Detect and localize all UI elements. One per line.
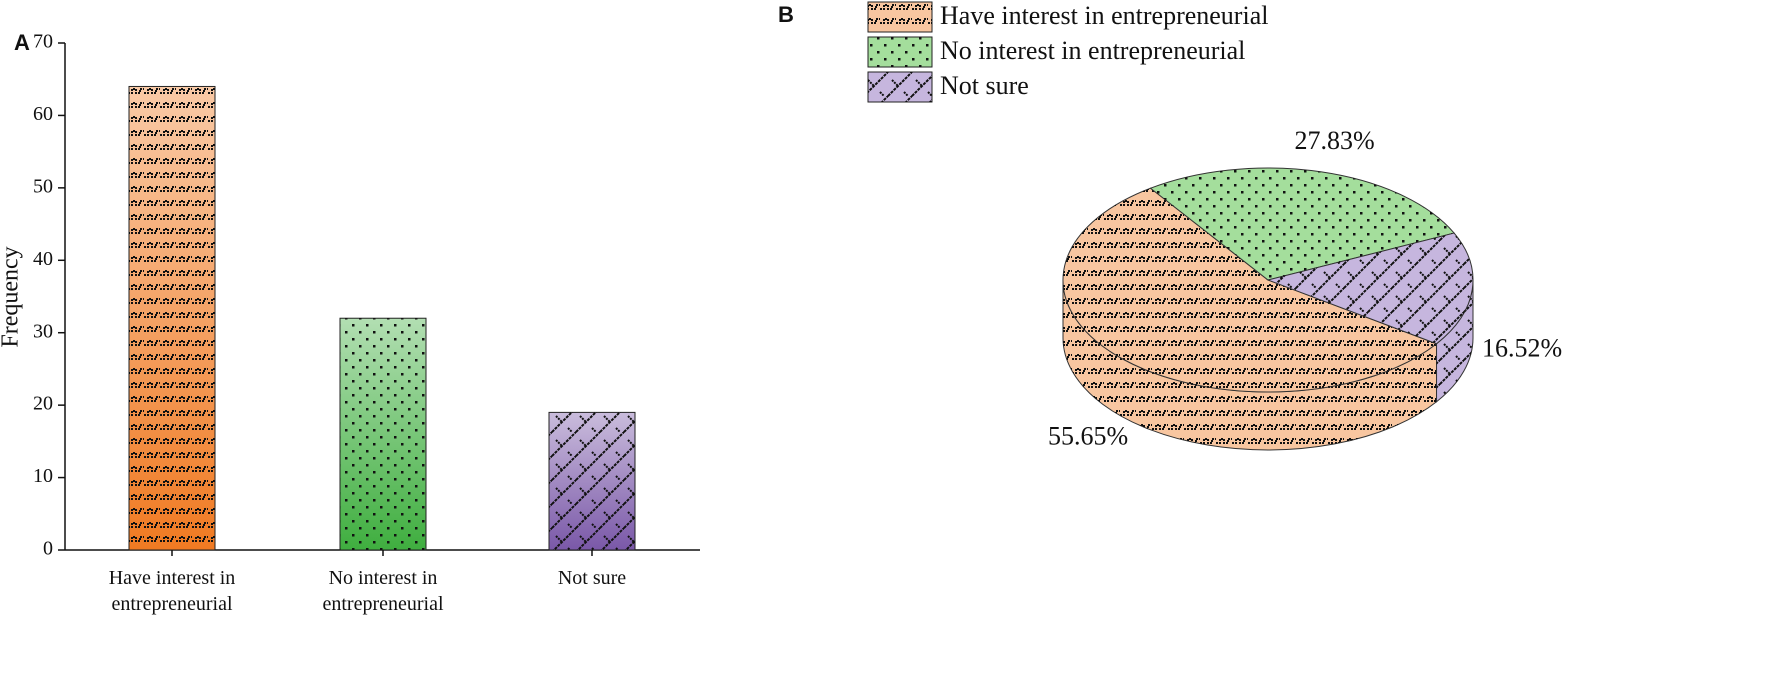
- pie-slice-pattern: [1268, 233, 1473, 344]
- y-tick-label: 30: [33, 320, 53, 342]
- pie-value-label: 27.83%: [1294, 126, 1374, 155]
- panel-label: A: [14, 30, 30, 55]
- pie-slice-pattern: [1063, 188, 1437, 392]
- legend-label: Have interest in entrepreneurial: [940, 1, 1268, 30]
- y-tick-label: 70: [33, 31, 53, 53]
- pie-value-label: 55.65%: [1048, 422, 1128, 451]
- bar-pattern: [129, 86, 215, 550]
- legend-swatch-pattern: [868, 37, 932, 67]
- x-tick-label: Not sure: [557, 567, 627, 589]
- pie-side-pattern: [1063, 280, 1437, 451]
- pie-value-label: 16.52%: [1482, 333, 1562, 362]
- legend-swatch-pattern: [868, 72, 932, 102]
- legend-label: Not sure: [940, 71, 1029, 100]
- x-tick-label: Have interest in entrepreneurial: [108, 567, 236, 615]
- y-tick-label: 0: [43, 538, 53, 560]
- y-tick-label: 20: [33, 393, 53, 415]
- legend-swatch-pattern: [868, 2, 932, 32]
- y-axis-title: Frequency: [0, 246, 24, 347]
- bar-pattern: [549, 412, 635, 550]
- panel-label: B: [778, 2, 794, 27]
- bar-pattern: [340, 318, 426, 550]
- y-tick-label: 10: [33, 465, 53, 487]
- y-tick-label: 60: [33, 103, 53, 125]
- x-tick-label: No interest in entrepreneurial: [322, 567, 444, 615]
- y-tick-label: 40: [33, 248, 53, 270]
- pie-side-pattern: [1436, 280, 1473, 402]
- y-tick-label: 50: [33, 175, 53, 197]
- legend-label: No interest in entrepreneurial: [940, 36, 1245, 65]
